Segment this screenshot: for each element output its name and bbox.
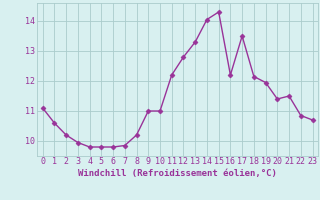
X-axis label: Windchill (Refroidissement éolien,°C): Windchill (Refroidissement éolien,°C) bbox=[78, 169, 277, 178]
